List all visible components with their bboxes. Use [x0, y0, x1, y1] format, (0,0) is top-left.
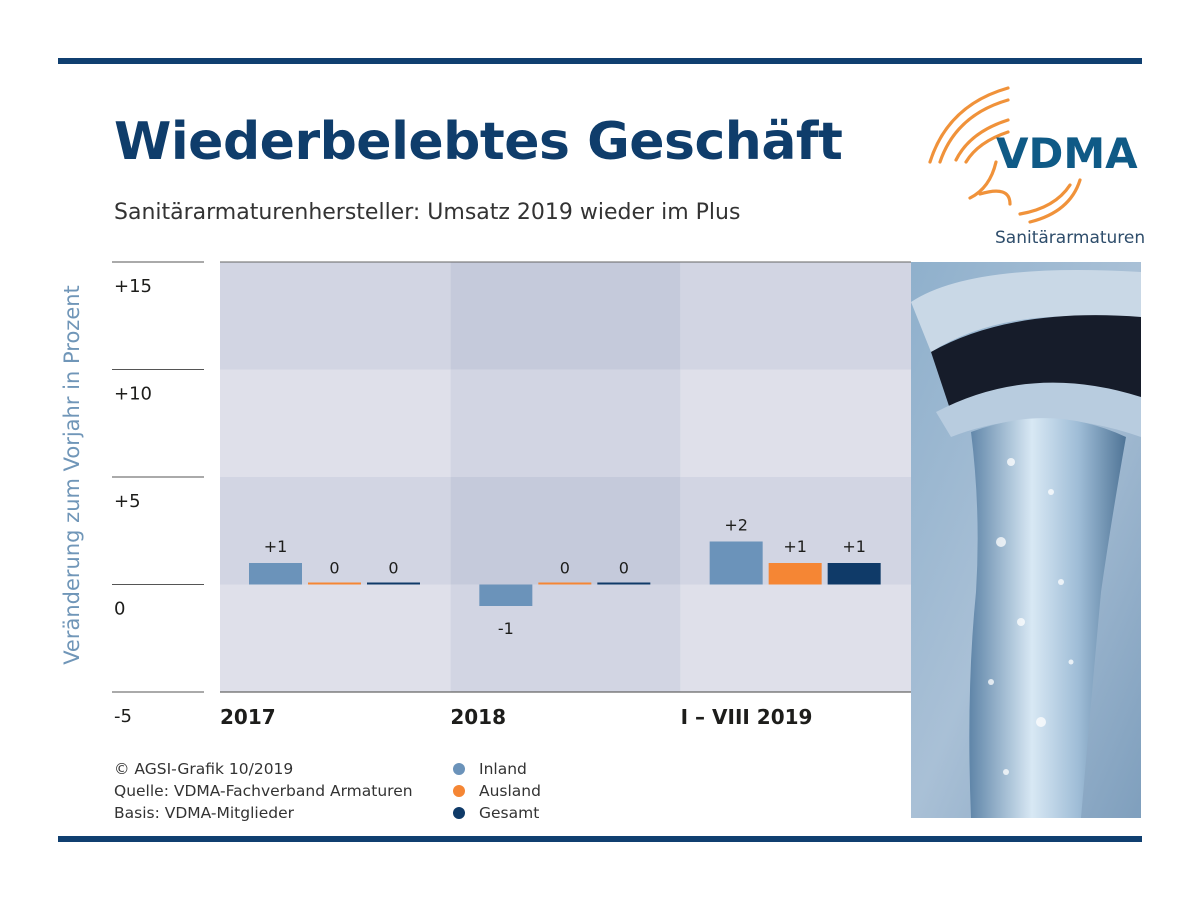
data-label: +1	[842, 537, 866, 556]
y-tick-label: +5	[114, 491, 141, 512]
legend-label-ausland: Ausland	[479, 782, 541, 800]
bar-gesamt	[597, 582, 651, 585]
plot-band	[680, 584, 911, 692]
chart-title: Wiederbelebtes Geschäft	[114, 112, 843, 172]
x-category-label: 2018	[450, 705, 506, 729]
plot-band	[450, 477, 681, 585]
legend-dot-inland	[453, 763, 465, 775]
plot-band	[680, 262, 911, 370]
bar-ausland	[308, 582, 361, 585]
data-label: 0	[388, 559, 398, 578]
data-label: +1	[264, 537, 288, 556]
vdma-logo: VDMA	[928, 86, 1138, 224]
copyright-note: © AGSI-Grafik 10/2019	[114, 760, 294, 778]
data-label: 0	[560, 559, 570, 578]
data-label: -1	[498, 619, 514, 638]
source-note: Quelle: VDMA-Fachverband Armaturen	[114, 782, 413, 800]
bottom-rule	[58, 836, 1142, 842]
y-tick-label: -5	[114, 706, 132, 727]
vdma-arcs-icon	[928, 86, 1082, 224]
chart-subtitle: Sanitärarmaturenhersteller: Umsatz 2019 …	[114, 200, 741, 225]
logo-subtext: Sanitärarmaturen	[995, 228, 1146, 248]
bar-ausland	[768, 563, 822, 585]
legend-item-inland: Inland	[453, 758, 541, 780]
data-label: +2	[724, 516, 748, 535]
x-category-label: 2017	[220, 705, 276, 729]
legend-dot-ausland	[453, 785, 465, 797]
y-tick-label: +15	[114, 276, 152, 297]
plot-band	[220, 369, 451, 477]
legend-dot-gesamt	[453, 807, 465, 819]
source-notes: © AGSI-Grafik 10/2019 Quelle: VDMA-Fachv…	[114, 758, 413, 824]
bar-gesamt	[367, 582, 420, 585]
plot-band	[450, 369, 681, 477]
water-tap-photo	[911, 262, 1141, 818]
data-label: +1	[783, 537, 807, 556]
legend-item-gesamt: Gesamt	[453, 802, 541, 824]
plot-band	[680, 369, 911, 477]
basis-note: Basis: VDMA-Mitglieder	[114, 804, 294, 822]
legend: Inland Ausland Gesamt	[453, 758, 541, 824]
data-label: 0	[619, 559, 629, 578]
legend-item-ausland: Ausland	[453, 780, 541, 802]
bar-gesamt	[827, 563, 881, 585]
data-label: 0	[329, 559, 339, 578]
legend-label-inland: Inland	[479, 760, 527, 778]
top-rule	[58, 58, 1142, 64]
plot-band	[220, 262, 451, 370]
y-tick-label: 0	[114, 599, 125, 620]
plot-band	[450, 262, 681, 370]
y-tick-label: +10	[114, 384, 152, 405]
bar-inland	[709, 541, 763, 585]
bar-ausland	[538, 582, 592, 585]
plot-band	[220, 584, 451, 692]
bar-inland	[479, 584, 533, 606]
x-category-label: I – VIII 2019	[681, 705, 813, 729]
bar-inland	[249, 563, 302, 585]
vdma-wordmark: VDMA	[996, 129, 1138, 178]
legend-label-gesamt: Gesamt	[479, 804, 540, 822]
